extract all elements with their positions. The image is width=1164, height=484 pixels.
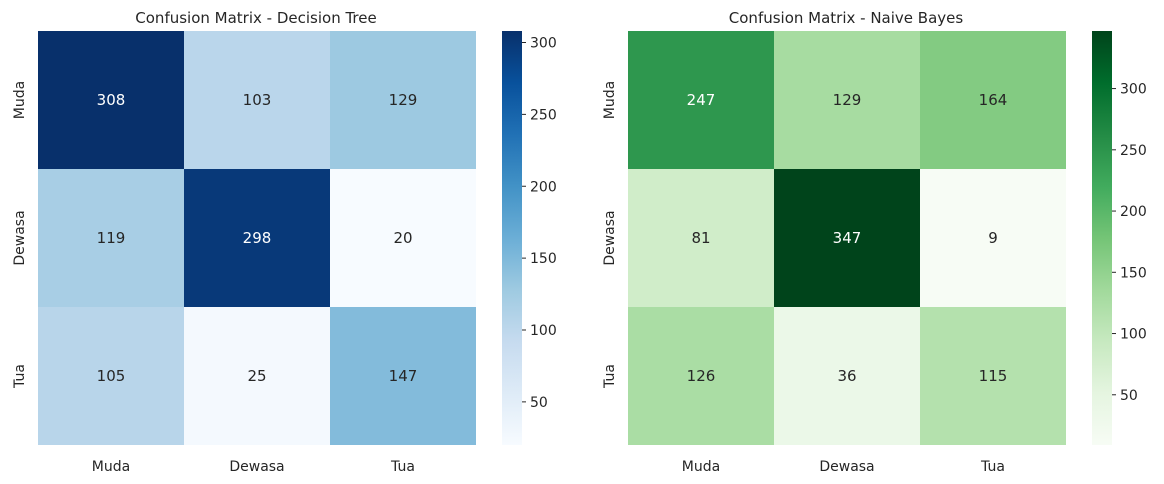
colorbar-tick-label: 300 [1120, 82, 1147, 98]
heatmap-cell [920, 31, 1066, 169]
x-tick-label: Tua [390, 459, 415, 475]
y-tick-label: Tua [602, 364, 618, 389]
y-tick-label: Dewasa [602, 210, 618, 265]
y-tick-label: Muda [602, 81, 618, 119]
cell-value-label: 115 [979, 367, 1008, 385]
cell-value-label: 119 [97, 229, 126, 247]
colorbar-tick-label: 100 [1120, 327, 1147, 343]
cell-value-label: 103 [243, 91, 272, 109]
colorbar-tick-label: 300 [530, 36, 557, 52]
cell-value-label: 164 [979, 91, 1008, 109]
heatmap-cell [184, 31, 330, 169]
cell-value-label: 347 [833, 229, 862, 247]
heatmap-cell [330, 307, 476, 445]
y-tick-label: Dewasa [12, 210, 28, 265]
heatmap-cell [330, 169, 476, 307]
cell-value-label: 81 [691, 229, 710, 247]
colorbar [502, 31, 522, 445]
chart-title: Confusion Matrix - Decision Tree [135, 9, 376, 27]
heatmap-cell [628, 31, 774, 169]
cell-value-label: 105 [97, 367, 126, 385]
heatmap-cell [774, 31, 920, 169]
colorbar-tick-label: 50 [530, 395, 548, 411]
heatmap-cell [920, 307, 1066, 445]
x-tick-label: Tua [980, 459, 1005, 475]
cell-value-label: 36 [837, 367, 856, 385]
colorbar-tick-label: 200 [530, 179, 557, 195]
heatmap-cell [628, 307, 774, 445]
x-tick-label: Dewasa [229, 459, 284, 475]
heatmap-cell [184, 307, 330, 445]
heatmap-decision-tree: Confusion Matrix - Decision Tree 308 103 1… [12, 9, 557, 475]
cell-value-label: 147 [389, 367, 418, 385]
x-tick-label: Muda [92, 459, 130, 475]
x-tick-label: Muda [682, 459, 720, 475]
chart-title: Confusion Matrix - Naive Bayes [729, 9, 964, 27]
heatmap-cell [38, 169, 184, 307]
colorbar-tick-label: 250 [530, 107, 557, 123]
y-tick-label: Muda [12, 81, 28, 119]
heatmap-cell [38, 31, 184, 169]
colorbar-tick-label: 200 [1120, 204, 1147, 220]
heatmap-cell [330, 31, 476, 169]
colorbar-tick-label: 50 [1120, 388, 1138, 404]
heatmap-cell [628, 169, 774, 307]
cell-value-label: 308 [97, 91, 126, 109]
y-tick-label: Tua [12, 364, 28, 389]
cell-value-label: 25 [247, 367, 266, 385]
colorbar-tick-label: 150 [1120, 265, 1147, 281]
cell-value-label: 126 [687, 367, 716, 385]
heatmap-cell [920, 169, 1066, 307]
cell-value-label: 129 [389, 91, 418, 109]
cell-value-label: 129 [833, 91, 862, 109]
heatmap-cell [774, 169, 920, 307]
cell-value-label: 298 [243, 229, 272, 247]
heatmap-cell [38, 307, 184, 445]
x-tick-label: Dewasa [819, 459, 874, 475]
colorbar-tick-label: 150 [530, 251, 557, 267]
heatmap-naive-bayes: Confusion Matrix - Naive Bayes 247 129 164… [602, 9, 1147, 475]
cell-value-label: 9 [988, 229, 998, 247]
cell-value-label: 247 [687, 91, 716, 109]
colorbar-tick-label: 250 [1120, 143, 1147, 159]
colorbar-tick-label: 100 [530, 323, 557, 339]
cell-value-label: 20 [393, 229, 412, 247]
heatmap-cell [184, 169, 330, 307]
heatmap-cell [774, 307, 920, 445]
colorbar [1092, 31, 1112, 445]
